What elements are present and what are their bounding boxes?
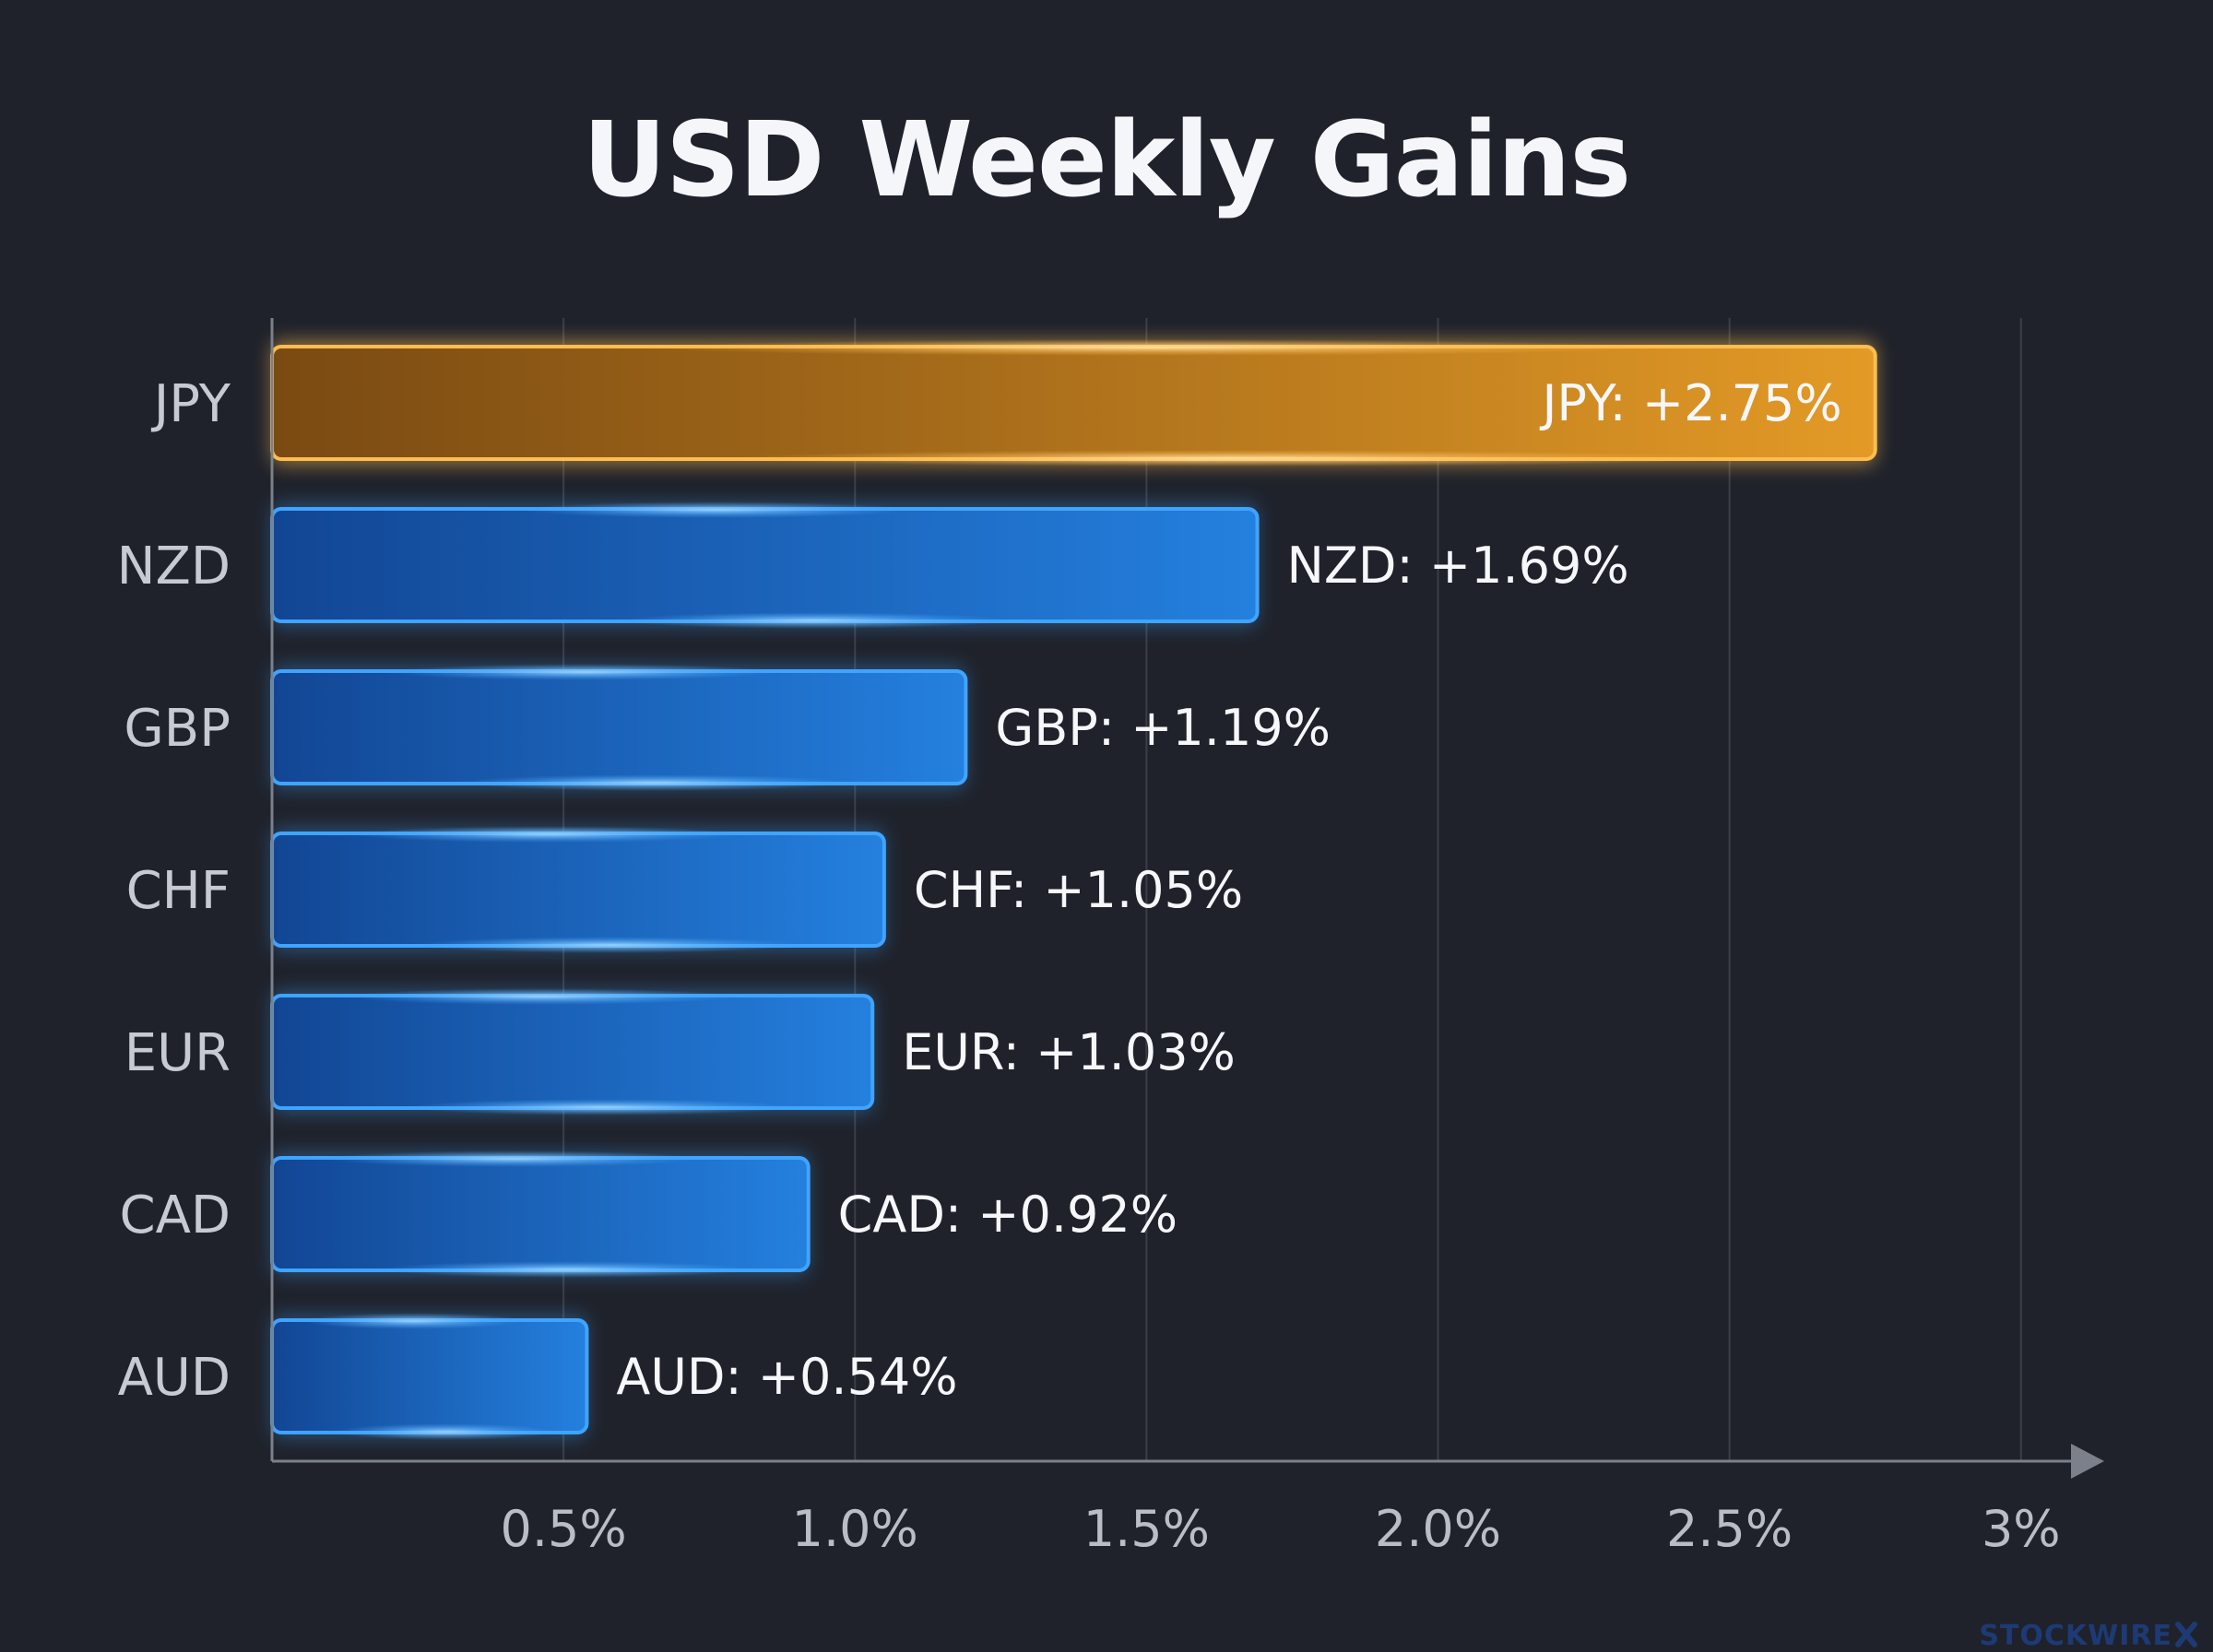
bar-highlight-bottom	[727, 450, 1742, 466]
x-tick-label: 2.5%	[1666, 1500, 1793, 1558]
bar-rect	[270, 507, 1260, 623]
data-label-nzd: NZD: +1.69%	[1287, 537, 1629, 595]
bar-highlight-top	[353, 826, 741, 843]
data-label-chf: CHF: +1.05%	[914, 861, 1243, 919]
bar-gbp: GBP: +1.19%	[270, 664, 1331, 791]
bar-rect	[270, 1156, 811, 1272]
x-axis-arrow-icon	[2071, 1444, 2104, 1479]
bar-rect	[270, 832, 886, 948]
bar-highlight-bottom	[408, 1099, 797, 1115]
category-label-cad: CAD	[119, 1186, 231, 1245]
bar-highlight-top	[521, 502, 909, 518]
data-label-aud: AUD: +0.54%	[616, 1348, 957, 1406]
bar-rect	[270, 1318, 589, 1434]
category-label-chf: CHF	[126, 861, 231, 921]
bar-eur: EUR: +1.03%	[270, 988, 1236, 1115]
bar-highlight-top	[390, 664, 778, 680]
bar-highlight-bottom	[415, 937, 803, 953]
category-label-gbp: GBP	[124, 699, 231, 759]
x-tick-label: 1.5%	[1083, 1500, 1210, 1558]
bar-highlight-bottom	[459, 774, 847, 791]
x-mark-icon	[2175, 1622, 2197, 1647]
data-label-eur: EUR: +1.03%	[902, 1023, 1236, 1081]
bar-aud: AUD: +0.54%	[270, 1313, 958, 1440]
category-label-jpy: JPY	[151, 374, 231, 434]
bar-highlight-top	[303, 1313, 525, 1329]
data-label-gbp: GBP: +1.19%	[995, 699, 1331, 757]
bar-highlight-top	[349, 988, 737, 1005]
bar-rect	[270, 994, 875, 1110]
bar-rect	[270, 669, 968, 785]
bar-jpy: JPY: +2.75%	[270, 339, 1877, 466]
bar-highlight-bottom	[335, 1423, 556, 1440]
data-label-cad: CAD: +0.92%	[838, 1186, 1178, 1244]
watermark-text: STOCKWIRE	[1979, 1620, 2172, 1652]
bar-highlight-top	[325, 1150, 702, 1167]
x-tick-label: 2.0%	[1375, 1500, 1501, 1558]
x-axis: 0.5% 1.0% 1.5% 2.0% 2.5% 3%	[270, 318, 2104, 1558]
bars: JPY: +2.75% NZD: +1.69% GBP: +1.19% CHF: +1…	[270, 339, 1877, 1440]
x-tick-label: 1.0%	[792, 1500, 918, 1558]
bar-nzd: NZD: +1.69%	[270, 502, 1629, 629]
x-tick-label: 3%	[1982, 1500, 2061, 1558]
bar-chf: CHF: +1.05%	[270, 826, 1243, 953]
data-label-jpy: JPY: +2.75%	[1539, 374, 1841, 432]
bar-highlight-top	[646, 339, 1662, 356]
category-label-eur: EUR	[124, 1023, 231, 1083]
bar-highlight-bottom	[379, 1261, 755, 1278]
category-label-aud: AUD	[118, 1348, 231, 1408]
x-tick-label: 0.5%	[501, 1500, 627, 1558]
bar-highlight-bottom	[620, 612, 1008, 629]
chart-title: USD Weekly Gains	[583, 100, 1630, 220]
category-label-nzd: NZD	[117, 537, 231, 596]
category-labels: JPY NZD GBP CHF EUR CAD AUD	[117, 374, 231, 1408]
watermark: STOCKWIRE	[1979, 1620, 2197, 1652]
bar-cad: CAD: +0.92%	[270, 1150, 1178, 1278]
